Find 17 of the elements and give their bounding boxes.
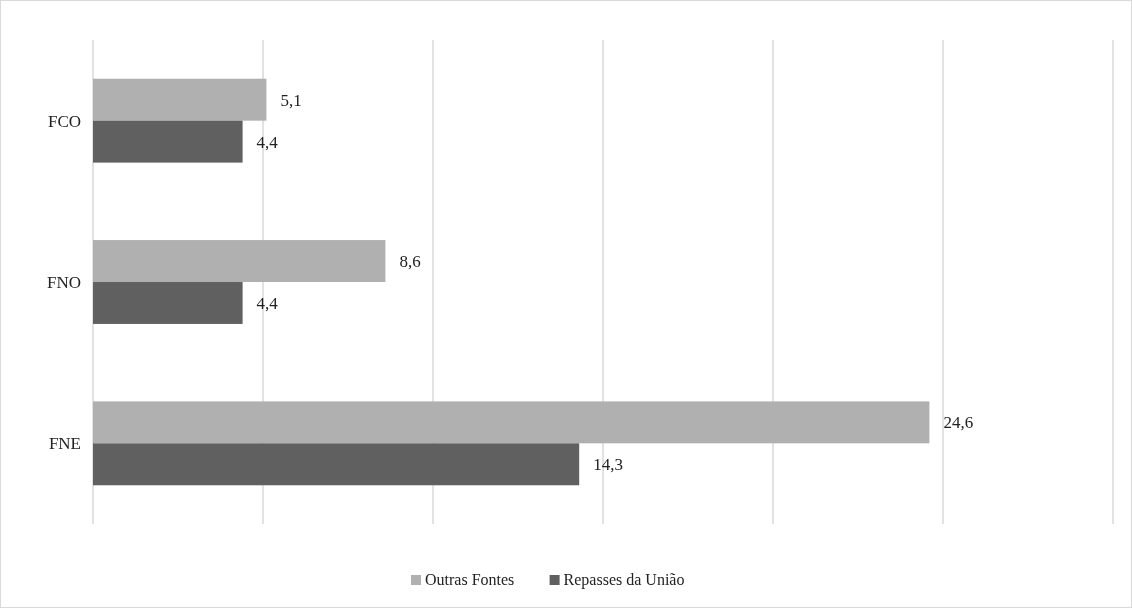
data-label: 4,4 — [256, 293, 279, 313]
data-label: 4,4 — [256, 132, 279, 152]
bar — [93, 282, 243, 324]
bar — [93, 78, 267, 121]
data-label: 14,3 — [593, 455, 623, 475]
bar — [93, 401, 930, 444]
bar — [93, 240, 386, 282]
data-label: 24,6 — [943, 413, 974, 433]
bar — [93, 443, 580, 486]
y-tick-label: FNO — [46, 273, 81, 292]
legend-label: Outras Fontes — [425, 571, 515, 588]
legend-label: Repasses da União — [563, 571, 685, 589]
y-tick-label: FCO — [47, 111, 81, 131]
data-label: 8,6 — [399, 252, 421, 272]
bar — [93, 120, 243, 163]
data-label: 5,1 — [280, 90, 302, 110]
y-tick-label: FNE — [48, 434, 81, 454]
